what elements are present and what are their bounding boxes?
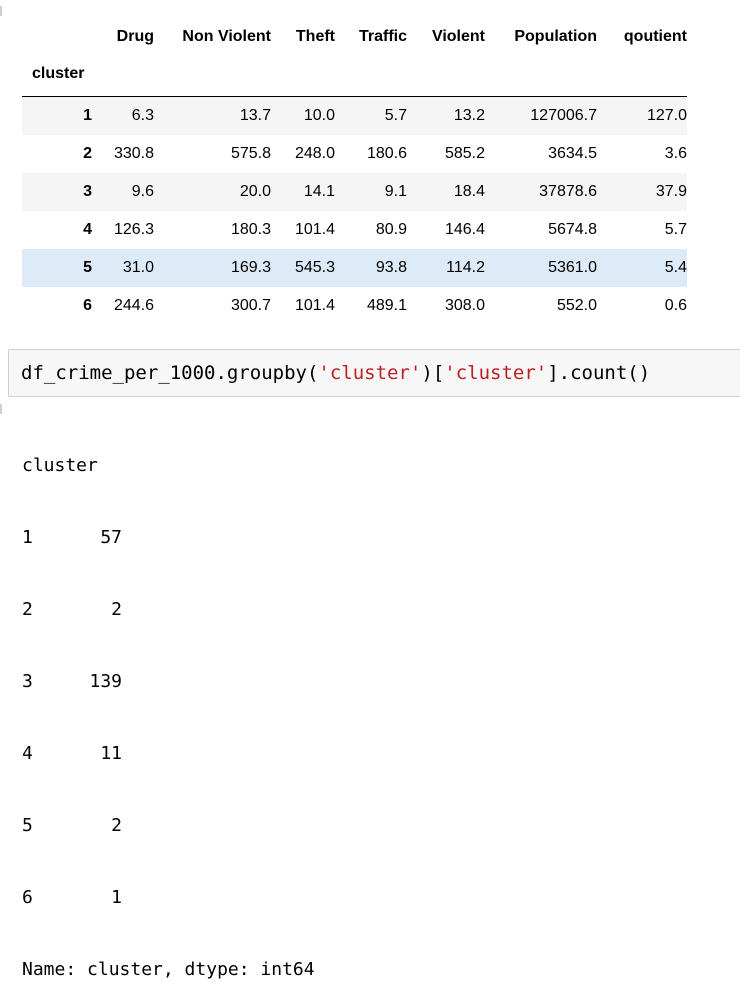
output-footer: Name: cluster, dtype: int64 [22, 959, 315, 980]
row-index: 1 [83, 107, 92, 124]
table-row: 4 126.3 180.3 101.4 80.9 146.4 5674.8 5.… [22, 211, 687, 249]
code-text: )[ [421, 362, 445, 384]
table-cell: 127.0 [646, 107, 687, 124]
table-cell: 5361.0 [548, 259, 597, 276]
table-cell: 575.8 [230, 145, 271, 162]
table-cell: 552.0 [556, 297, 597, 314]
table-cell: 146.4 [444, 221, 485, 238]
table-cell: 126.3 [113, 221, 154, 238]
table-row: 6 244.6 300.7 101.4 489.1 308.0 552.0 0.… [22, 287, 687, 325]
table-cell: 9.1 [384, 183, 407, 200]
table-cell: 0.6 [664, 297, 687, 314]
dataframe-table: Drug Non Violent Theft Traffic Violent P… [22, 22, 687, 325]
output-header: cluster [22, 455, 98, 476]
index-header-blank [22, 22, 92, 52]
table-cell: 6.3 [131, 107, 154, 124]
table-cell: 545.3 [294, 259, 335, 276]
column-header: Population [514, 28, 597, 45]
row-index: 3 [83, 183, 92, 200]
row-index: 5 [83, 259, 92, 276]
index-name-row: cluster [22, 52, 687, 97]
code-text: df_crime_per_1000.groupby( [21, 362, 319, 384]
table-cell: 3634.5 [548, 145, 597, 162]
table-cell: 5.4 [664, 259, 687, 276]
output-key: 3 [22, 671, 33, 692]
code-line[interactable]: df_crime_per_1000.groupby('cluster')['cl… [21, 362, 650, 384]
output-key: 5 [22, 815, 33, 836]
table-cell: 330.8 [113, 145, 154, 162]
table-cell: 20.0 [239, 183, 271, 200]
table-cell: 18.4 [453, 183, 485, 200]
table-cell: 5.7 [384, 107, 407, 124]
code-text: ].count() [547, 362, 651, 384]
string-literal: 'cluster' [444, 362, 548, 384]
cell-edge-marker [0, 404, 2, 414]
output-key: 1 [22, 527, 33, 548]
table-cell: 37.9 [655, 183, 687, 200]
table-cell: 248.0 [294, 145, 335, 162]
code-input-cell[interactable]: df_crime_per_1000.groupby('cluster')['cl… [8, 349, 740, 397]
column-header: Theft [295, 28, 335, 45]
column-header: Violent [431, 28, 485, 45]
column-header: Non Violent [182, 28, 271, 45]
table-header-row: Drug Non Violent Theft Traffic Violent P… [22, 22, 687, 52]
table-cell: 80.9 [375, 221, 407, 238]
cell-edge-marker [0, 6, 2, 16]
index-name: cluster [22, 52, 687, 97]
table-cell: 127006.7 [530, 107, 597, 124]
output-value: 2 [111, 599, 122, 620]
table-cell: 585.2 [444, 145, 485, 162]
row-index: 6 [83, 297, 92, 314]
table-cell: 489.1 [366, 297, 407, 314]
table-cell: 37878.6 [539, 183, 597, 200]
output-value: 57 [100, 527, 122, 548]
output-value: 2 [111, 815, 122, 836]
output-value: 1 [111, 887, 122, 908]
table-cell: 31.0 [122, 259, 154, 276]
table-row-hovered: 5 31.0 169.3 545.3 93.8 114.2 5361.0 5.4 [22, 249, 687, 287]
output-value: 139 [89, 671, 122, 692]
table-cell: 101.4 [294, 297, 335, 314]
output-row: 1 57 [22, 526, 315, 550]
output-key: 6 [22, 887, 33, 908]
output-key: 4 [22, 743, 33, 764]
table-cell: 13.7 [239, 107, 271, 124]
table-row: 3 9.6 20.0 14.1 9.1 18.4 37878.6 37.9 [22, 173, 687, 211]
table-row: 2 330.8 575.8 248.0 180.6 585.2 3634.5 3… [22, 135, 687, 173]
table-cell: 3.6 [664, 145, 687, 162]
output-row: 3 139 [22, 670, 315, 694]
table-row: 1 6.3 13.7 10.0 5.7 13.2 127006.7 127.0 [22, 96, 687, 135]
table-cell: 5.7 [664, 221, 687, 238]
table-cell: 101.4 [294, 221, 335, 238]
table-cell: 13.2 [453, 107, 485, 124]
column-header: qoutient [623, 28, 687, 45]
table-cell: 93.8 [375, 259, 407, 276]
table-cell: 169.3 [230, 259, 271, 276]
table-cell: 10.0 [303, 107, 335, 124]
column-header: Drug [116, 28, 154, 45]
output-value: 11 [100, 743, 122, 764]
string-literal: 'cluster' [318, 362, 422, 384]
table-cell: 180.6 [366, 145, 407, 162]
table-cell: 5674.8 [548, 221, 597, 238]
output-key: 2 [22, 599, 33, 620]
table-cell: 300.7 [230, 297, 271, 314]
output-row: 4 11 [22, 742, 315, 766]
table-cell: 244.6 [113, 297, 154, 314]
table-cell: 180.3 [230, 221, 271, 238]
row-index: 4 [83, 221, 92, 238]
table-cell: 14.1 [303, 183, 335, 200]
table-cell: 114.2 [446, 259, 485, 276]
table-cell: 9.6 [131, 183, 154, 200]
table-cell: 308.0 [444, 297, 485, 314]
column-header: Traffic [358, 28, 407, 45]
row-index: 2 [83, 145, 92, 162]
